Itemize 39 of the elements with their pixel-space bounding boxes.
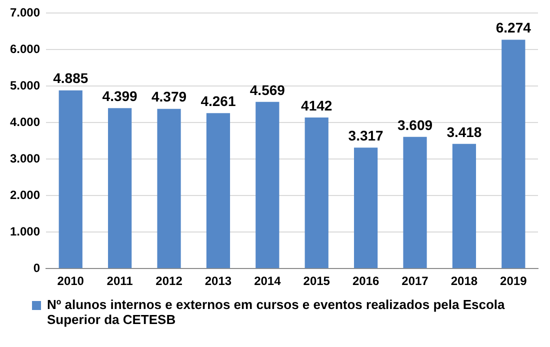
x-tick-label: 2017 [402,274,429,288]
x-tick-label: 2019 [500,274,528,288]
y-tick-label: 1.000 [10,224,40,238]
data-label: 3.609 [397,116,433,133]
legend-label: Nº alunos internos e externos em cursos e eventos realizados pela Escola Superior da CETESB [47,297,506,327]
x-tick-label: 2012 [156,274,183,288]
x-tick-label: 2013 [204,274,232,288]
x-tick-label: 2015 [303,274,330,288]
y-tick-label: 6.000 [10,42,40,56]
x-tick-label: 2016 [352,274,380,288]
data-label: 3.317 [348,127,384,144]
y-tick-label: 7.000 [10,6,40,20]
y-tick-label: 0 [33,260,40,275]
data-label: 4.379 [152,88,187,105]
x-tick-label: 2018 [450,274,478,288]
bar [157,108,181,268]
bar [304,117,328,268]
data-label: 4.885 [53,70,88,86]
x-tick-label: 2014 [254,274,282,288]
data-label: 4.569 [250,82,286,98]
bar [58,90,82,268]
bar [206,113,230,268]
bar [502,40,526,268]
data-label: 3.418 [446,124,482,140]
x-tick-label: 2011 [106,274,134,288]
bar [403,136,427,268]
x-tick-label: 2010 [57,274,84,288]
bar [256,102,280,268]
data-label: 4142 [301,97,332,114]
y-tick-label: 5.000 [10,78,40,92]
bar [452,144,476,268]
bar [108,108,132,268]
bar [354,148,378,268]
data-label: 4.399 [102,88,138,104]
data-label: 6.274 [496,20,532,36]
y-tick-label: 4.000 [10,114,40,129]
y-tick-label: 3.000 [10,151,40,166]
data-label: 4.261 [200,92,236,109]
y-tick-label: 2.000 [10,188,40,202]
